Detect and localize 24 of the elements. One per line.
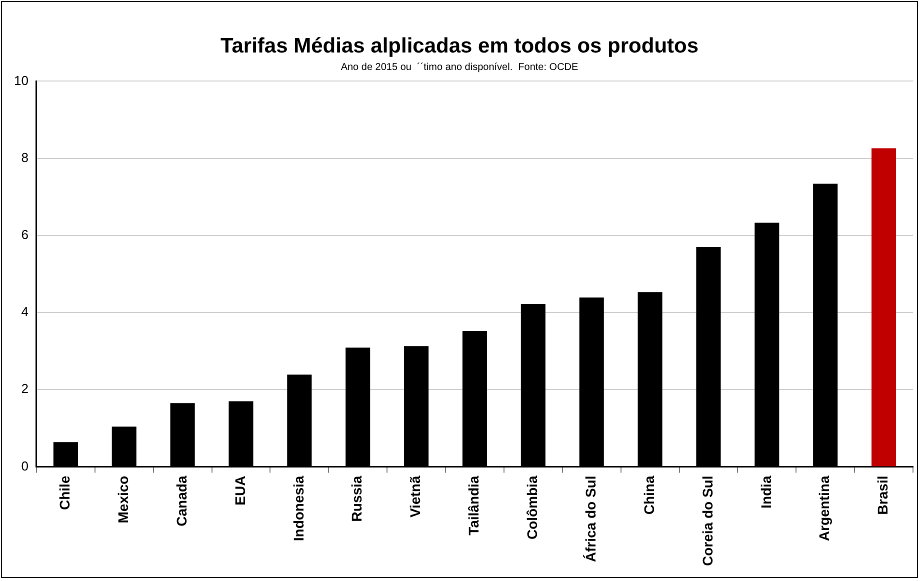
x-tick-label: África do Sul bbox=[582, 476, 598, 562]
x-tick-label: Indonesia bbox=[290, 476, 306, 542]
y-tick-label: 4 bbox=[21, 304, 28, 320]
x-tick-label: Vietnã bbox=[407, 476, 424, 518]
y-tick-label: 6 bbox=[21, 227, 28, 242]
x-tick-label: Russia bbox=[348, 476, 365, 522]
y-tick-label: 8 bbox=[21, 150, 28, 165]
chart-title: Tarifas Médias alplicadas em todos os produtos bbox=[220, 34, 699, 58]
chart-subtitle: Ano de 2015 ou ´´timo ano disponível. Fonte: OCDE bbox=[340, 62, 579, 73]
x-tick-label: Chile bbox=[56, 476, 73, 510]
x-tick-label: Colômbia bbox=[524, 476, 540, 540]
y-tick-label: 0 bbox=[21, 458, 28, 474]
y-tick-label: 2 bbox=[21, 381, 28, 396]
x-tick-label: Argentina bbox=[816, 476, 832, 542]
x-tick-label: EUA bbox=[232, 476, 248, 506]
x-tick-label: China bbox=[640, 476, 657, 515]
bar bbox=[872, 148, 896, 466]
x-tick-label: Tailândia bbox=[466, 476, 482, 536]
x-tick-label: India bbox=[758, 476, 774, 508]
x-tick-label: Coreia do Sul bbox=[699, 476, 716, 566]
x-tick-label: Mexico bbox=[114, 476, 131, 524]
x-tick-label: Brasil bbox=[874, 476, 891, 515]
x-tick-label: Canada bbox=[173, 476, 190, 526]
y-tick-label: 10 bbox=[14, 72, 28, 88]
